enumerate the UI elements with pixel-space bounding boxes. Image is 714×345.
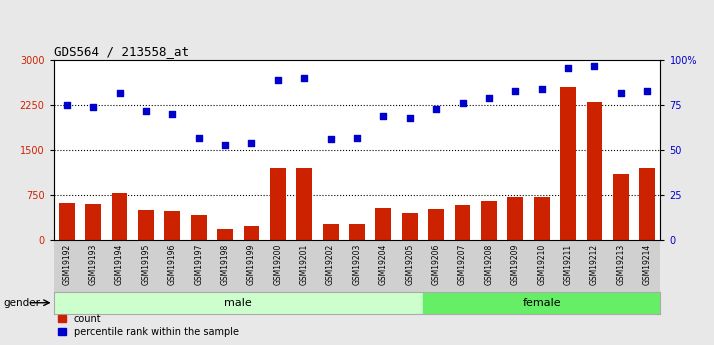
Bar (59, 203, 75, 240)
Text: GSM19213: GSM19213 (616, 244, 625, 285)
Point (404, 115, 416, 120)
Point (166, 111, 178, 117)
Text: GSM19203: GSM19203 (353, 244, 361, 285)
Bar (243, 226, 259, 240)
Bar (270, 168, 286, 240)
Point (325, 137, 336, 142)
Point (246, 140, 257, 146)
Bar (428, 209, 444, 240)
Text: GSM19192: GSM19192 (62, 244, 71, 285)
Point (140, 108, 151, 114)
Text: GSM19196: GSM19196 (168, 244, 177, 285)
Text: GSM19198: GSM19198 (221, 244, 230, 285)
Bar (560, 87, 576, 240)
Bar (111, 193, 127, 240)
Text: gender: gender (4, 298, 41, 308)
Text: male: male (224, 298, 252, 308)
Text: GSM19202: GSM19202 (326, 244, 335, 285)
Bar (164, 211, 180, 240)
Text: female: female (523, 298, 561, 308)
Bar (534, 197, 550, 240)
Point (483, 95, 495, 101)
Bar (349, 224, 365, 240)
Point (298, 76, 310, 81)
Text: GSM19194: GSM19194 (115, 244, 124, 285)
Text: GSM19208: GSM19208 (484, 244, 493, 285)
Bar (587, 102, 603, 240)
Bar (376, 208, 391, 240)
Bar (402, 214, 418, 240)
Bar (613, 174, 629, 240)
Bar (508, 197, 523, 240)
Text: GSM19211: GSM19211 (563, 244, 573, 285)
Point (114, 90, 125, 96)
Point (219, 142, 231, 147)
Bar (54, 292, 423, 314)
Text: GSM19207: GSM19207 (458, 244, 467, 285)
Text: GSM19200: GSM19200 (273, 244, 282, 285)
Point (642, 88, 653, 93)
Bar (455, 205, 471, 240)
Point (272, 77, 283, 83)
Point (563, 65, 574, 70)
Point (351, 135, 363, 140)
Bar (296, 168, 312, 240)
Bar (138, 210, 154, 240)
Bar (481, 201, 497, 240)
Bar (85, 204, 101, 240)
Text: GSM19214: GSM19214 (643, 244, 652, 285)
Point (61, 102, 72, 108)
Text: GSM19209: GSM19209 (511, 244, 520, 285)
Point (378, 113, 389, 119)
Text: GSM19193: GSM19193 (89, 244, 98, 285)
Point (193, 135, 204, 140)
Point (536, 86, 548, 92)
Text: GSM19199: GSM19199 (247, 244, 256, 285)
Legend: count, percentile rank within the sample: count, percentile rank within the sample (59, 314, 239, 337)
Bar (423, 292, 660, 314)
Point (87, 104, 99, 110)
Point (457, 101, 468, 106)
Text: GSM19201: GSM19201 (300, 244, 308, 285)
Text: GSM19195: GSM19195 (141, 244, 151, 285)
Text: GSM19204: GSM19204 (379, 244, 388, 285)
Point (431, 106, 442, 111)
Bar (191, 215, 206, 240)
Text: GSM19197: GSM19197 (194, 244, 203, 285)
Text: GSM19206: GSM19206 (432, 244, 441, 285)
Bar (217, 229, 233, 240)
Text: GSM19210: GSM19210 (537, 244, 546, 285)
Bar (323, 224, 338, 240)
Point (510, 88, 521, 93)
Text: GSM19212: GSM19212 (590, 244, 599, 285)
Text: GDS564 / 213558_at: GDS564 / 213558_at (54, 45, 188, 58)
Text: GSM19205: GSM19205 (406, 244, 414, 285)
Point (615, 90, 627, 96)
Point (589, 63, 600, 69)
Bar (639, 168, 655, 240)
